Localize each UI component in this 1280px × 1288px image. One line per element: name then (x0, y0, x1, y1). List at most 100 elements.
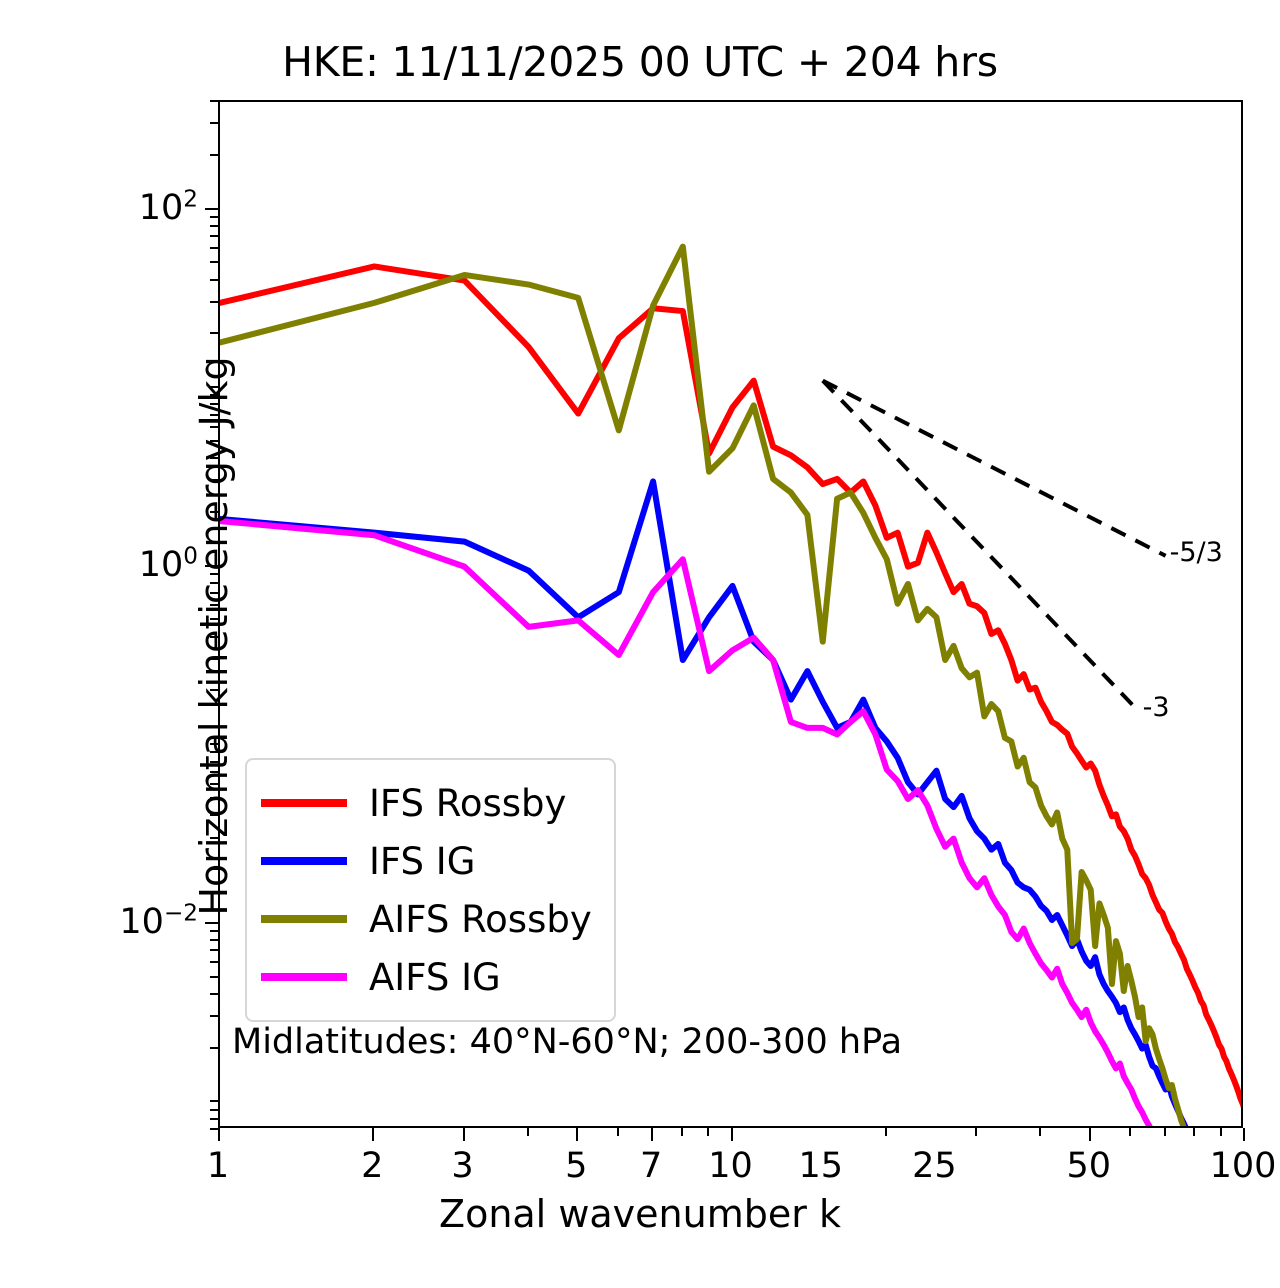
y-tick-0.9 (210, 572, 218, 575)
x-tick-80 (1193, 1128, 1196, 1136)
y-tick-0.1 (210, 743, 218, 746)
y-tick-0.0009000000000000001 (210, 1108, 218, 1111)
x-tick-70 (1163, 1128, 1166, 1136)
x-tick-7 (651, 1128, 654, 1141)
y-axis-label: Horizontal kinetic energy J/kg (192, 356, 236, 916)
legend-item-ifs-rossby[interactable]: IFS Rossby (261, 774, 592, 832)
legend-swatch-icon (261, 799, 347, 807)
x-tick-100 (1243, 1128, 1245, 1141)
y-tick-0.005 (210, 975, 218, 978)
x-tick-50 (1088, 1128, 1091, 1141)
y-tick-label-2: 10−2 (119, 900, 198, 942)
y-tick-label-0: 102 (138, 185, 198, 228)
legend-swatch-icon (261, 857, 347, 865)
y-tick-0.007 (210, 949, 218, 952)
y-tick-0.03 (210, 836, 218, 839)
legend-item-label: IFS Rossby (369, 781, 567, 825)
legend-item-aifs-rossby[interactable]: AIFS Rossby (261, 890, 592, 948)
x-tick-90 (1219, 1128, 1222, 1136)
legend-swatch-icon (261, 973, 347, 981)
x-tick-60 (1129, 1128, 1132, 1136)
y-tick-300 (210, 122, 218, 125)
y-tick-10 (210, 386, 218, 389)
x-tick-label-15: 15 (798, 1146, 844, 1186)
y-tick-0.08 (210, 760, 218, 763)
x-tick-label-3: 3 (451, 1146, 474, 1186)
y-tick-0.002 (210, 1046, 218, 1049)
legend-item-label: IFS IG (369, 839, 476, 883)
x-tick-label-50: 50 (1066, 1146, 1111, 1186)
reference-line--5-3 (821, 378, 1167, 558)
x-tick-label-1: 1 (206, 1146, 230, 1186)
y-tick-9 (210, 394, 218, 397)
y-tick-60 (210, 247, 218, 250)
x-tick-label-5: 5 (565, 1146, 588, 1186)
plot-svg (220, 243, 1241, 1126)
x-tick-2 (372, 1128, 375, 1141)
x-tick-label-100: 100 (1209, 1146, 1277, 1186)
series-line-ifs-rossby (220, 263, 1241, 1109)
y-tick-3 (210, 479, 218, 482)
y-tick-0.2 (210, 689, 218, 692)
x-tick-6 (616, 1128, 619, 1136)
y-tick-7 (210, 413, 218, 416)
x-tick-20 (884, 1128, 887, 1136)
y-tick-0.0007 (210, 1128, 218, 1130)
y-tick-0.009000000000000001 (210, 929, 218, 932)
y-tick-0.006 (210, 961, 218, 964)
legend-swatch-icon (261, 915, 347, 923)
y-tick-0.001 (210, 1100, 218, 1103)
series-line-aifs-ig (220, 518, 1153, 1126)
y-tick-label-1: 100 (138, 542, 198, 585)
y-tick-0.003 (210, 1015, 218, 1018)
legend: IFS Rossby IFS IG AIFS Rossby AIFS IG (245, 758, 616, 1022)
y-tick-0.09 (210, 751, 218, 754)
x-tick-label-2: 2 (361, 1146, 384, 1186)
y-tick-0.008 (210, 939, 218, 942)
x-tick-label-10: 10 (708, 1146, 753, 1186)
x-tick-4 (526, 1128, 529, 1136)
x-tick-9 (707, 1128, 710, 1136)
x-tick-8 (680, 1128, 683, 1136)
y-tick-0.4 (210, 635, 218, 638)
y-tick-0.02 (210, 868, 218, 871)
series-group (220, 243, 1241, 1126)
x-tick-label-7: 7 (639, 1146, 663, 1186)
y-tick-0.05 (210, 796, 218, 799)
y-tick-200 (210, 153, 218, 156)
y-tick-0.7000000000000001 (210, 592, 218, 595)
reference-line--3 (821, 379, 1141, 713)
y-tick-4 (210, 457, 218, 460)
x-tick-3 (462, 1128, 465, 1141)
x-axis-label: Zonal wavenumber k (439, 1192, 841, 1236)
y-tick-100 (205, 207, 218, 210)
y-tick-0.01 (205, 921, 218, 924)
y-tick-0.8 (210, 581, 218, 584)
legend-item-aifs-ig[interactable]: AIFS IG (261, 948, 592, 1006)
reference-line-label--3: -3 (1142, 692, 1170, 724)
y-tick-0.5 (210, 618, 218, 621)
y-tick-2 (210, 510, 218, 513)
region-annotation: Midlatitudes: 40°N-60°N; 200-300 hPa (232, 1022, 903, 1062)
y-tick-0.07 (210, 770, 218, 773)
y-tick-0.0008 (210, 1117, 218, 1120)
reference-line-group (821, 378, 1167, 713)
y-tick-70 (210, 235, 218, 238)
y-tick-50 (210, 261, 218, 264)
x-tick-30 (975, 1128, 978, 1136)
page-title: HKE: 11/11/2025 00 UTC + 204 hrs (282, 38, 998, 86)
x-tick-5 (576, 1128, 579, 1141)
y-tick-400 (210, 100, 218, 102)
y-tick-30 (210, 300, 218, 303)
series-line-ifs-ig (220, 478, 1189, 1126)
x-tick-label-25: 25 (912, 1146, 957, 1186)
y-tick-1 (205, 564, 218, 567)
x-tick-1 (218, 1128, 220, 1141)
x-tick-10 (730, 1128, 733, 1141)
y-tick-6 (210, 425, 218, 428)
y-tick-90 (210, 215, 218, 218)
y-tick-40 (210, 278, 218, 281)
legend-item-ifs-ig[interactable]: IFS IG (261, 832, 592, 890)
legend-item-label: AIFS Rossby (369, 897, 592, 941)
